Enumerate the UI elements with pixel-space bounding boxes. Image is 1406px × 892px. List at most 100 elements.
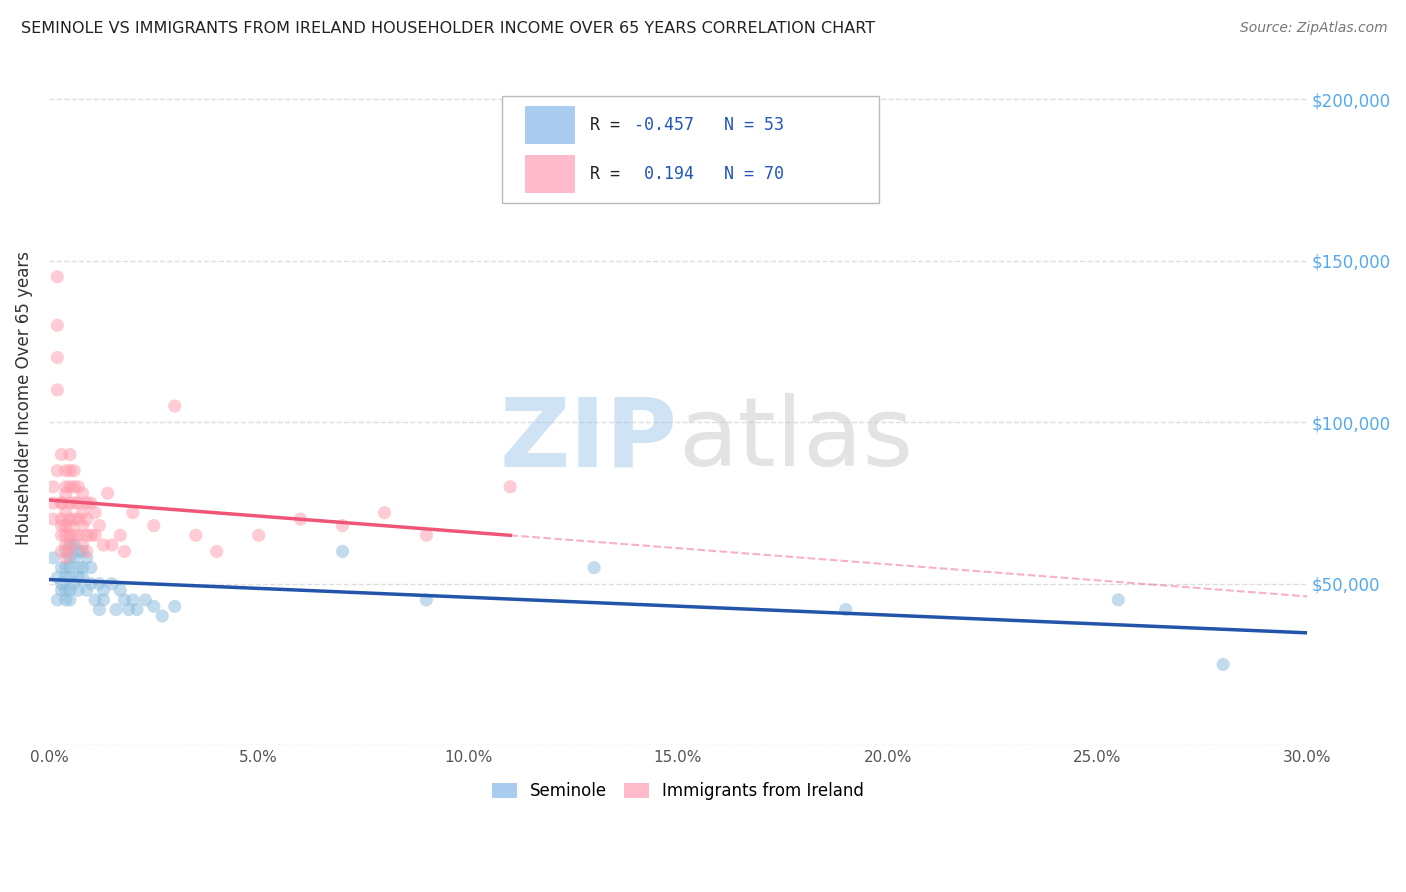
Point xyxy=(59,570,82,584)
Point xyxy=(110,583,132,598)
Point xyxy=(55,486,77,500)
Point xyxy=(59,560,82,574)
Point xyxy=(67,512,90,526)
Point xyxy=(93,538,115,552)
Point xyxy=(72,560,94,574)
Point xyxy=(76,550,98,565)
Bar xyxy=(524,155,575,193)
Point xyxy=(59,464,82,478)
Point xyxy=(247,528,270,542)
Point xyxy=(415,528,437,542)
Point xyxy=(80,560,103,574)
Point xyxy=(1212,657,1234,672)
Point xyxy=(63,480,86,494)
Point xyxy=(163,399,186,413)
Point xyxy=(76,583,98,598)
Point xyxy=(55,518,77,533)
Point xyxy=(84,506,107,520)
Point xyxy=(332,518,354,533)
Point xyxy=(332,544,354,558)
Point xyxy=(46,351,69,365)
Text: R =: R = xyxy=(591,116,630,135)
Point xyxy=(63,576,86,591)
Point xyxy=(97,486,120,500)
Point xyxy=(42,550,65,565)
Point xyxy=(67,583,90,598)
Point xyxy=(67,480,90,494)
Point xyxy=(76,528,98,542)
Point xyxy=(59,593,82,607)
Point xyxy=(89,518,111,533)
Text: 0.194   N = 70: 0.194 N = 70 xyxy=(634,165,785,183)
Point xyxy=(51,496,73,510)
Point xyxy=(76,512,98,526)
Bar xyxy=(524,106,575,145)
Legend: Seminole, Immigrants from Ireland: Seminole, Immigrants from Ireland xyxy=(485,775,870,806)
Point xyxy=(150,609,173,624)
Point xyxy=(46,464,69,478)
Point xyxy=(59,544,82,558)
Point xyxy=(55,550,77,565)
Point xyxy=(55,583,77,598)
Point xyxy=(63,512,86,526)
Text: -0.457   N = 53: -0.457 N = 53 xyxy=(634,116,785,135)
Point xyxy=(93,593,115,607)
Point xyxy=(110,528,132,542)
Point xyxy=(72,544,94,558)
Point xyxy=(59,538,82,552)
Point xyxy=(84,593,107,607)
Point xyxy=(51,448,73,462)
Point xyxy=(59,496,82,510)
Point xyxy=(373,506,395,520)
Point xyxy=(76,496,98,510)
Point xyxy=(499,480,522,494)
Point xyxy=(67,560,90,574)
Point xyxy=(59,538,82,552)
Point xyxy=(51,576,73,591)
Point xyxy=(72,486,94,500)
Point xyxy=(67,528,90,542)
Point xyxy=(121,593,143,607)
Point xyxy=(55,464,77,478)
Point xyxy=(72,506,94,520)
Point xyxy=(59,528,82,542)
Point xyxy=(51,583,73,598)
Text: SEMINOLE VS IMMIGRANTS FROM IRELAND HOUSEHOLDER INCOME OVER 65 YEARS CORRELATION: SEMINOLE VS IMMIGRANTS FROM IRELAND HOUS… xyxy=(21,21,875,36)
Point xyxy=(163,599,186,614)
Point xyxy=(121,506,143,520)
Point xyxy=(59,550,82,565)
Point xyxy=(72,538,94,552)
Point xyxy=(142,599,165,614)
Point xyxy=(59,448,82,462)
Point xyxy=(59,512,82,526)
Point xyxy=(51,512,73,526)
Point xyxy=(42,480,65,494)
Point xyxy=(59,480,82,494)
Point xyxy=(89,602,111,616)
Point xyxy=(290,512,312,526)
Point xyxy=(101,538,124,552)
Point xyxy=(583,560,606,574)
Point xyxy=(63,528,86,542)
Point xyxy=(142,518,165,533)
Point xyxy=(59,583,82,598)
Point xyxy=(46,570,69,584)
Point xyxy=(55,560,77,574)
Point xyxy=(67,496,90,510)
Point xyxy=(80,496,103,510)
Point xyxy=(80,528,103,542)
Point xyxy=(835,602,858,616)
Point xyxy=(1107,593,1129,607)
Point xyxy=(72,518,94,533)
Point xyxy=(114,544,136,558)
Point xyxy=(80,576,103,591)
Point xyxy=(46,318,69,333)
Point xyxy=(63,496,86,510)
Point xyxy=(55,538,77,552)
Point xyxy=(55,544,77,558)
Point xyxy=(67,544,90,558)
Text: R =: R = xyxy=(591,165,630,183)
Point xyxy=(84,528,107,542)
Point xyxy=(55,570,77,584)
Point xyxy=(55,593,77,607)
